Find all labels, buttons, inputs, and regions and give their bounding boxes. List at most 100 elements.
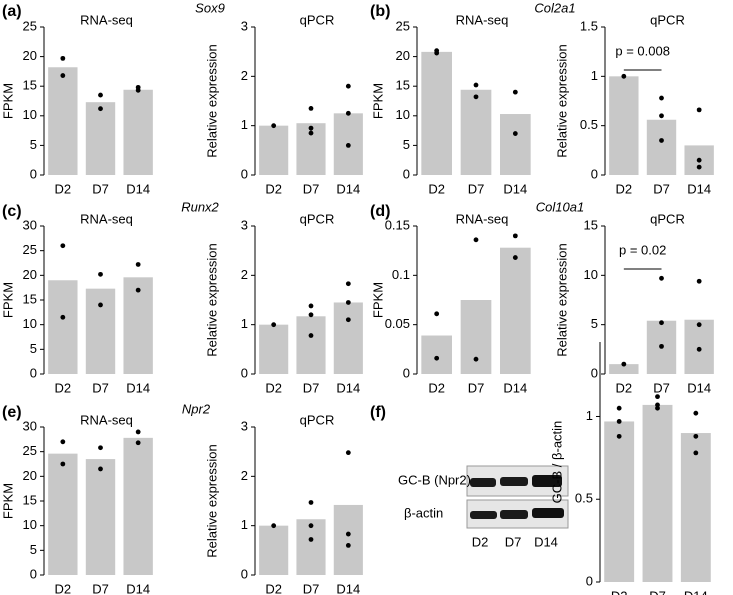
y-tick-label: 0	[403, 365, 410, 380]
x-tick-label: D7	[468, 181, 485, 196]
y-axis-label: FPKM	[0, 483, 15, 519]
y-tick-label: 0	[30, 566, 37, 581]
y-axis-label: FPKM	[370, 282, 385, 318]
data-point	[621, 361, 627, 367]
data-point	[345, 450, 351, 456]
data-point	[308, 500, 314, 505]
y-tick-label: 3	[241, 418, 248, 433]
y-axis-label: FPKM	[0, 83, 15, 119]
y-tick-label: 5	[591, 316, 598, 331]
panel-label: (d)	[370, 203, 390, 220]
x-tick-label: D14	[126, 181, 150, 196]
y-tick-label: 1	[241, 517, 248, 532]
bar	[48, 453, 78, 575]
y-tick-label: 15	[23, 291, 37, 306]
y-tick-label: 20	[396, 48, 410, 63]
data-point	[434, 355, 440, 361]
chart-title: RNA-seq	[456, 211, 509, 226]
y-tick-label: 2	[241, 267, 248, 282]
y-tick-label: 15	[584, 217, 598, 232]
data-point	[616, 405, 622, 411]
data-point	[135, 262, 141, 267]
data-point	[308, 523, 314, 529]
data-point	[345, 83, 351, 89]
y-tick-label: 0.5	[575, 491, 593, 506]
data-point	[696, 164, 702, 170]
data-point	[60, 55, 66, 61]
panel-label: (f)	[370, 404, 386, 421]
y-tick-label: 20	[23, 267, 37, 282]
y-axis-label: Relative expression	[204, 44, 219, 157]
y-tick-label: 0	[30, 365, 37, 380]
bar	[259, 324, 289, 374]
bar	[499, 247, 531, 374]
data-point	[308, 333, 314, 338]
data-point	[98, 302, 103, 308]
data-point	[60, 461, 66, 467]
data-point	[693, 433, 699, 439]
data-point	[135, 87, 141, 93]
data-point	[659, 138, 664, 143]
data-point	[621, 73, 627, 79]
chart-title: RNA-seq	[80, 12, 133, 27]
x-tick-label: D7	[653, 380, 670, 395]
y-tick-label: 2	[241, 468, 248, 483]
gene-name: Runx2	[181, 199, 219, 214]
y-tick-label: 5	[403, 137, 410, 152]
blot-lane-label: D2	[472, 534, 489, 549]
x-tick-label: D7	[92, 380, 109, 395]
data-point	[696, 322, 702, 328]
data-point	[60, 439, 66, 445]
panel-label: (e)	[2, 404, 22, 421]
blot-lane-label: D7	[505, 534, 522, 549]
x-tick-label: D7	[303, 581, 320, 595]
bar	[85, 288, 116, 374]
y-tick-label: 0	[586, 573, 593, 588]
bar	[123, 89, 153, 175]
x-tick-label: D14	[503, 380, 527, 395]
y-tick-label: 15	[23, 78, 37, 93]
x-tick-label: D2	[611, 588, 628, 595]
y-tick-label: 1	[586, 408, 593, 423]
y-tick-label: 1.5	[580, 18, 598, 33]
data-point	[271, 523, 277, 529]
bar	[460, 300, 492, 374]
bar	[609, 364, 639, 374]
gene-name: Npr2	[182, 401, 211, 416]
y-tick-label: 10	[23, 316, 37, 331]
y-tick-label: 3	[241, 18, 248, 33]
bar	[48, 280, 78, 374]
chart-title: qPCR	[650, 12, 685, 27]
x-tick-label: D14	[336, 181, 360, 196]
y-tick-label: 10	[396, 107, 410, 122]
data-point	[271, 123, 277, 129]
x-tick-label: D14	[687, 380, 711, 395]
y-tick-label: 5	[30, 542, 37, 557]
data-point	[308, 312, 314, 318]
blot-band	[500, 477, 528, 486]
y-tick-label: 0	[241, 166, 248, 181]
bar	[123, 437, 153, 575]
blot-band	[532, 508, 564, 518]
data-point	[659, 343, 664, 349]
y-tick-label: 10	[23, 517, 37, 532]
bar	[333, 302, 363, 374]
data-point	[473, 82, 479, 88]
x-tick-label: D7	[92, 181, 109, 196]
y-tick-label: 0	[30, 166, 37, 181]
chart-title: qPCR	[300, 12, 335, 27]
y-axis-label: Relative expression	[554, 44, 569, 157]
data-point	[512, 89, 518, 95]
y-tick-label: 0	[403, 166, 410, 181]
y-axis-label: Relative expression	[554, 243, 569, 356]
data-point	[473, 356, 479, 362]
x-tick-label: D14	[336, 581, 360, 595]
data-point	[308, 130, 314, 136]
data-point	[98, 466, 103, 472]
x-tick-label: D7	[92, 581, 109, 595]
y-tick-label: 10	[23, 107, 37, 122]
data-point	[512, 233, 518, 239]
bar	[85, 459, 116, 575]
data-point	[345, 543, 351, 548]
y-tick-label: 5	[30, 137, 37, 152]
